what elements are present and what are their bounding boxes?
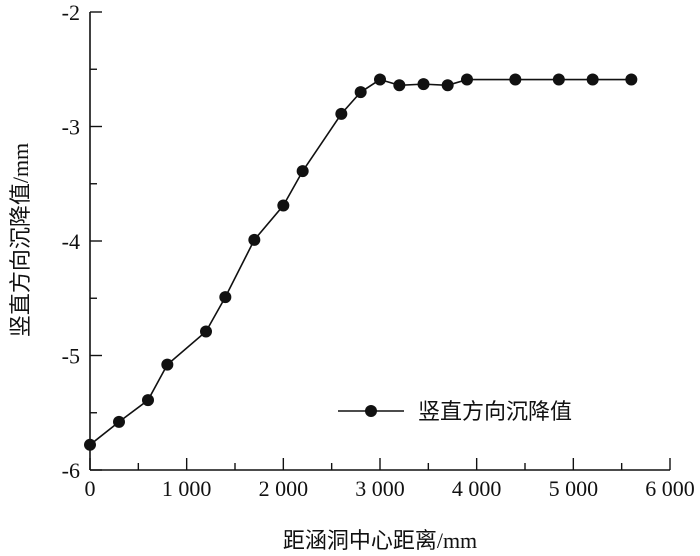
x-tick-label: 4 000 <box>452 476 502 501</box>
series-line <box>89 78 632 446</box>
x-tick-label: 5 000 <box>549 476 599 501</box>
x-axis-label: 距涵洞中心距离/mm <box>283 528 477 553</box>
data-point <box>142 394 154 407</box>
x-tick-label: 6 000 <box>645 476 695 501</box>
data-point <box>113 415 125 428</box>
x-tick-label: 2 000 <box>259 476 309 501</box>
data-point <box>374 73 386 86</box>
series <box>84 73 638 451</box>
ticks: -6 -5 -4 -3 -2 0 1 000 2 000 3 000 4 000 5 000 6 00… <box>62 0 695 501</box>
legend-label: 竖直方向沉降值 <box>418 399 572 424</box>
data-point <box>441 79 454 92</box>
x-tick-label: 3 000 <box>355 476 405 501</box>
data-point <box>161 358 174 371</box>
legend-marker <box>365 405 377 417</box>
y-tick-label: -6 <box>62 458 80 483</box>
y-tick-label: -5 <box>62 344 80 369</box>
data-point <box>296 165 309 178</box>
data-point <box>509 73 522 86</box>
data-point <box>393 79 406 92</box>
y-tick-label: -2 <box>62 0 80 25</box>
data-point <box>586 73 599 86</box>
y-axis-label: 竖直方向沉降值/mm <box>8 143 33 337</box>
y-tick-label: -4 <box>62 229 80 254</box>
data-point <box>335 107 348 120</box>
data-point <box>552 73 565 86</box>
data-point <box>461 73 473 86</box>
y-tick-label: -3 <box>62 115 80 140</box>
data-point <box>417 78 430 91</box>
x-tick-label: 1 000 <box>162 476 212 501</box>
data-point <box>84 438 96 451</box>
data-point <box>354 86 367 99</box>
data-point <box>248 233 261 246</box>
data-point <box>219 291 232 304</box>
x-tick-label: 0 <box>85 476 96 501</box>
data-point <box>625 73 638 86</box>
legend: 竖直方向沉降值 <box>338 399 572 424</box>
data-point <box>277 199 290 212</box>
data-point <box>200 325 212 338</box>
